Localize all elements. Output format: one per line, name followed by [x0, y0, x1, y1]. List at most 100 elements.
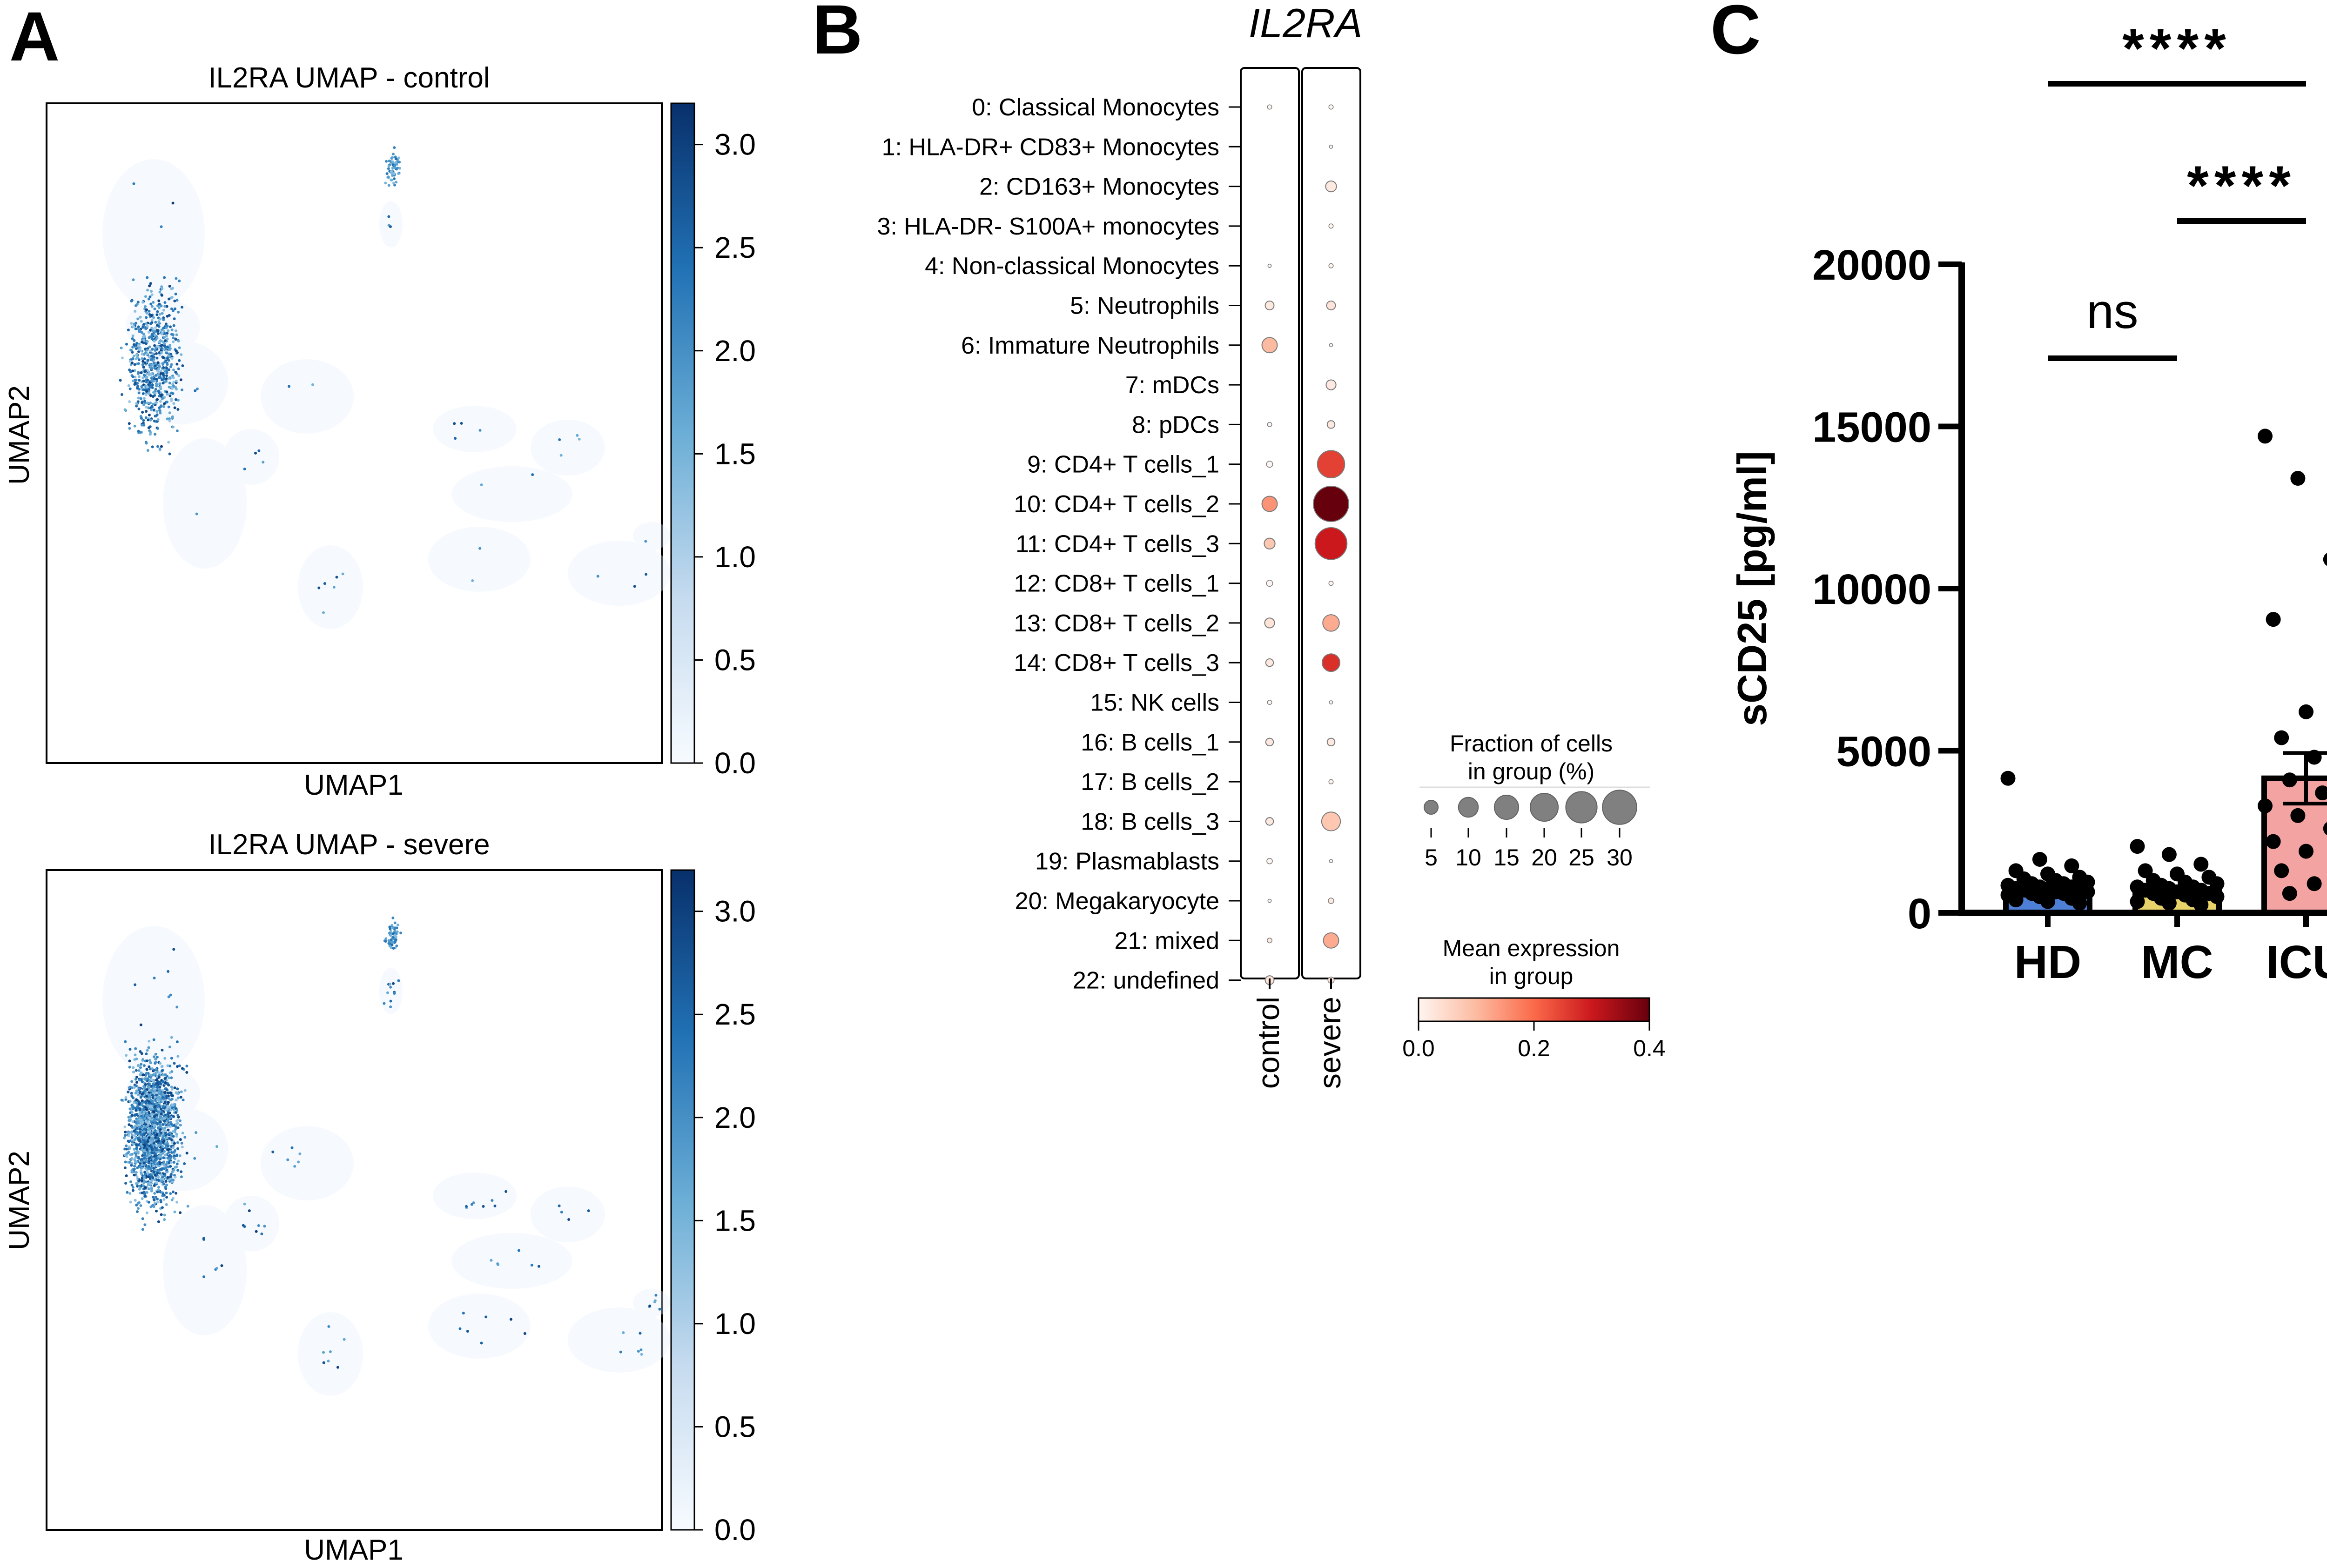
- umap-severe-cell-point: [135, 1121, 138, 1124]
- size-legend-dot: [1565, 791, 1598, 824]
- dotplot-dot-control: [1265, 658, 1274, 667]
- umap-control-cell-point: [171, 287, 175, 290]
- umap-control-cell-point: [140, 417, 143, 420]
- umap-control-cell-point: [165, 390, 168, 394]
- umap-severe-cell-point: [147, 1200, 150, 1204]
- umap-severe-cell-point: [147, 1165, 150, 1168]
- umap-control-cell-point: [155, 352, 158, 355]
- umap-control-cell-point: [167, 359, 170, 362]
- umap-control-cell-points: [119, 146, 648, 614]
- umap-control-cell-point: [392, 181, 395, 185]
- umap-control-cell-point: [332, 586, 336, 589]
- umap-control-colorbar-tick-label: 2.5: [714, 231, 756, 264]
- umap-severe-cell-point: [141, 1157, 144, 1160]
- umap-severe-cell-point: [139, 1073, 142, 1076]
- umap-control-cell-point: [145, 390, 148, 393]
- umap-severe-cell-point: [183, 1136, 187, 1139]
- umap-severe-cell-point: [157, 1118, 160, 1121]
- umap-severe-cell-point: [168, 1065, 172, 1068]
- umap-severe-cell-point: [148, 1082, 151, 1086]
- umap-control-cell-point: [558, 438, 561, 441]
- data-point-hd: [2000, 771, 2016, 786]
- umap-control-cell-point: [150, 408, 153, 411]
- umap-severe-cell-point: [164, 1166, 168, 1169]
- dotplot-dot-severe: [1326, 737, 1336, 747]
- umap-control-cell-point: [160, 393, 163, 396]
- umap-severe-cell-point: [458, 1327, 462, 1330]
- umap-severe-cell-point: [161, 1048, 164, 1052]
- umap-severe-cell-point: [391, 916, 395, 919]
- umap-severe-cell-point: [155, 1181, 158, 1184]
- umap-severe-cell-point: [297, 1160, 300, 1164]
- umap-severe-cell-point: [170, 1057, 173, 1060]
- umap-control-cell-point: [161, 382, 165, 385]
- dotplot-dot-severe: [1313, 486, 1349, 522]
- umap-control-cell-point: [129, 370, 132, 374]
- umap-severe-cell-point: [639, 1332, 642, 1335]
- umap-severe-cell-point: [174, 1157, 177, 1160]
- umap-control-cell-point: [398, 161, 401, 164]
- bar-chart-y-tick-label: 15000: [1812, 404, 1931, 451]
- umap-control-cell-point: [152, 409, 155, 412]
- umap-control-cell-point: [176, 398, 180, 402]
- umap-control-cell-point: [154, 388, 157, 391]
- umap-severe-cell-point: [174, 1176, 177, 1179]
- umap-severe-cell-point: [654, 1293, 658, 1297]
- dotplot-row-label: 5: Neutrophils: [1070, 293, 1219, 320]
- umap-control-cell-point: [155, 374, 158, 377]
- umap-control-colorbar-tick-label: 0.0: [714, 746, 756, 780]
- umap-control-cell-point: [137, 362, 140, 365]
- umap-severe-cell-point: [648, 1304, 652, 1307]
- umap-severe-cell-point: [395, 944, 398, 947]
- umap-severe-cell-point: [140, 1171, 143, 1174]
- umap-severe-cell-point: [255, 1230, 258, 1233]
- umap-control-cell-point: [170, 357, 174, 360]
- umap-control-cell-point: [174, 338, 177, 341]
- umap-control-cell-point: [135, 322, 138, 325]
- umap-control-cell-point: [142, 332, 145, 335]
- umap-severe-cell-point: [165, 1163, 168, 1166]
- umap-control-cell-point: [146, 325, 149, 328]
- umap-severe-cell-point: [144, 1173, 147, 1176]
- umap-severe-cell-point: [537, 1265, 540, 1268]
- umap-control-cell-point: [149, 418, 152, 422]
- umap-severe-cell-point: [124, 1040, 127, 1043]
- umap-control-cell-point: [151, 352, 154, 355]
- umap-control-cell-point: [165, 380, 168, 383]
- umap-control-cell-point: [141, 363, 144, 366]
- umap-severe-cell-point: [128, 1115, 131, 1119]
- umap-control-ylabel: UMAP2: [3, 385, 35, 485]
- umap-severe-cell-point: [162, 1116, 166, 1119]
- umap-severe-cell-point: [149, 1089, 153, 1092]
- umap-severe-cell-point: [124, 1182, 128, 1185]
- umap-severe-cell-point: [124, 1131, 127, 1134]
- dotplot-dot-control: [1266, 461, 1273, 468]
- bar-chart-x-axis: HD MC ICU: [1958, 910, 2327, 988]
- umap-control-cell-point: [645, 573, 648, 576]
- umap-severe-cell-point: [135, 1075, 139, 1079]
- bar-chart-y-axis: 0 5000 10000 15000 20000: [1812, 241, 1965, 938]
- umap-severe-cell-point: [123, 1166, 127, 1169]
- umap-control-cell-point: [138, 375, 141, 378]
- umap-control-cell-point: [262, 461, 265, 464]
- umap-control-cell-point: [135, 302, 139, 306]
- data-point-hd: [2032, 851, 2047, 867]
- umap-severe-cell-point: [147, 1124, 150, 1127]
- dotplot-column-frame-severe: [1301, 67, 1361, 979]
- umap-control-cell-point: [150, 405, 154, 408]
- dotplot-dot-severe: [1322, 653, 1340, 672]
- umap-severe-plot: IL2RA UMAP - severe UMAP1 UMAP2 3.0 2.5 2.…: [3, 829, 756, 1566]
- umap-severe-cell-point: [146, 1077, 149, 1080]
- umap-control-cell-point: [145, 380, 148, 383]
- umap-severe-cell-point: [132, 1101, 135, 1105]
- umap-control-xlabel: UMAP1: [304, 769, 404, 801]
- umap-severe-cell-point: [149, 1120, 153, 1124]
- umap-control-cell-point: [168, 368, 171, 371]
- umap-severe-cell-point: [170, 1161, 173, 1164]
- umap-control-cell-point: [243, 467, 246, 470]
- umap-severe-cluster-region: [433, 1173, 517, 1219]
- dotplot-dot-severe: [1325, 180, 1337, 193]
- umap-control-cell-point: [174, 370, 177, 374]
- dotplot-dot-control: [1261, 496, 1278, 512]
- umap-severe-cell-point: [178, 1064, 181, 1067]
